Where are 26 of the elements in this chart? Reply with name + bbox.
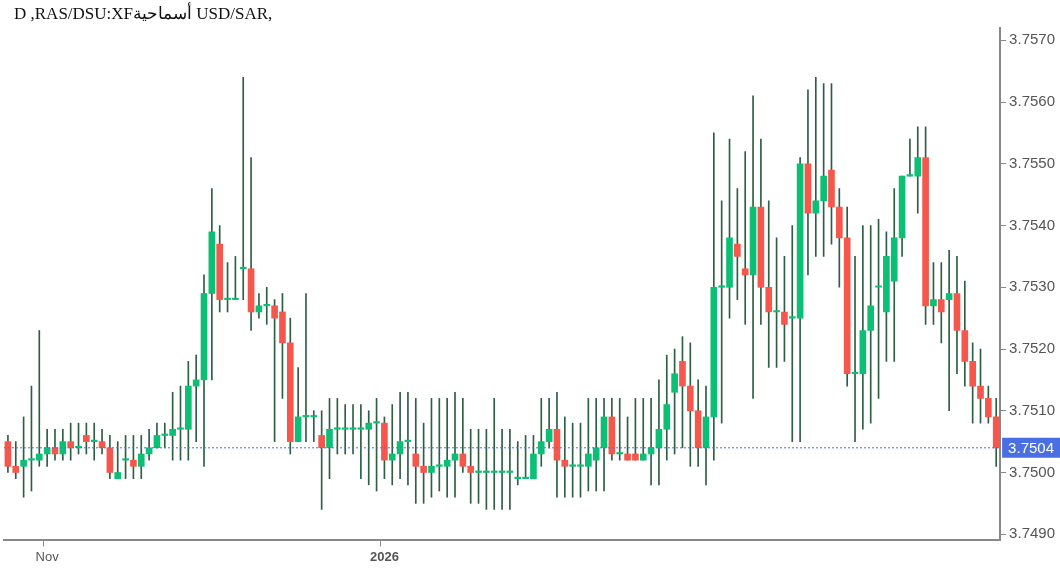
candlestick (945, 249, 953, 412)
y-tick-label: 3.7570 (1009, 30, 1056, 48)
y-tick-label: 3.7490 (1009, 524, 1056, 542)
candlestick (937, 262, 945, 344)
candlestick (812, 77, 820, 257)
y-tick-label: 3.7500 (1009, 462, 1056, 480)
candlestick (741, 151, 749, 325)
y-tick-label: 3.7530 (1009, 277, 1056, 295)
y-tick-label: 3.7510 (1009, 400, 1056, 418)
candlestick (67, 422, 74, 461)
x-tick-label: 2026 (369, 548, 399, 564)
chart-title: D ,RAS/DSU:XFأسماحية USD/SAR, (14, 3, 273, 24)
candlestick (114, 441, 122, 479)
candlestick (247, 157, 255, 331)
y-tick-label: 3.7520 (1009, 339, 1056, 357)
candlestick (639, 398, 647, 461)
candlestick (388, 404, 396, 486)
candlestick (616, 398, 624, 461)
candlestick (90, 422, 98, 461)
candlestick (561, 416, 569, 498)
ref-line-label: 3.7504 (1008, 438, 1055, 456)
y-tick-label: 3.7560 (1009, 92, 1056, 110)
candlestick (239, 77, 247, 300)
y-tick-label: 3.7550 (1009, 153, 1056, 171)
x-tick-label: Nov (35, 548, 60, 564)
y-tick-label: 3.7540 (1009, 215, 1056, 233)
